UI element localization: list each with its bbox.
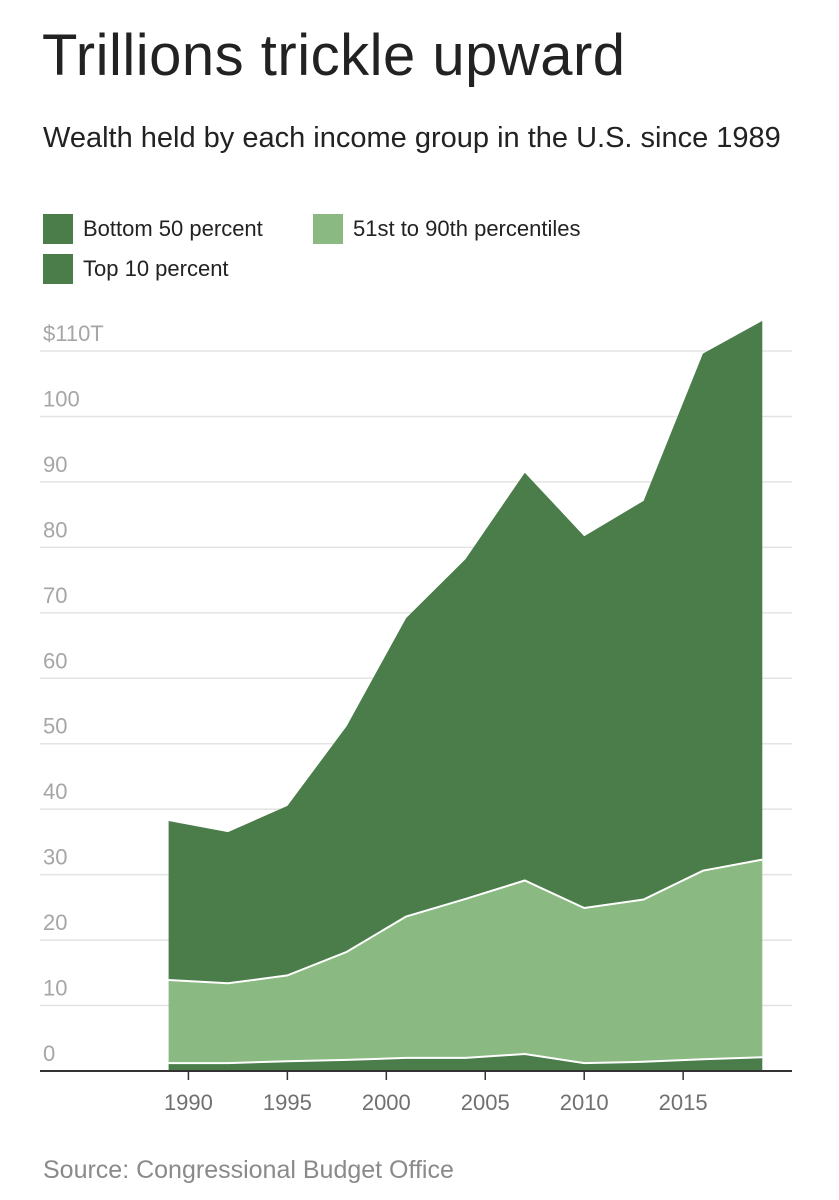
y-tick-label-60: 60	[43, 648, 67, 673]
x-tick-label-2015: 2015	[659, 1090, 708, 1115]
x-tick-label-2005: 2005	[461, 1090, 510, 1115]
x-tick-label-2010: 2010	[560, 1090, 609, 1115]
y-tick-label-30: 30	[43, 845, 67, 870]
x-tick-label-2000: 2000	[362, 1090, 411, 1115]
boundary-line-area-bottom-50	[168, 1052, 763, 1065]
legend-item-bottom-50: Bottom 50 percent	[43, 214, 263, 244]
legend-label-top-10: Top 10 percent	[83, 256, 229, 281]
legend-label-bottom-50: Bottom 50 percent	[83, 216, 263, 241]
boundary-lines	[168, 858, 763, 1065]
y-tick-label-90: 90	[43, 452, 67, 477]
area-51-90	[168, 859, 763, 1064]
x-ticks: 1990 1995 2000 2005 2010 2015	[164, 1071, 708, 1115]
y-tick-label-10: 10	[43, 976, 67, 1001]
legend-swatch-bottom-50	[43, 214, 73, 244]
y-tick-label-50: 50	[43, 714, 67, 739]
legend-swatch-top-10	[43, 254, 73, 284]
area-top-10	[168, 320, 763, 984]
y-tick-label-40: 40	[43, 779, 67, 804]
stacked-area-chart: 0 10 20 30 40 50 60 70 80 90 100 $110T 1990 1995 2000…	[40, 320, 792, 1115]
y-tick-label-70: 70	[43, 583, 67, 608]
y-tick-label-110: $110T	[43, 321, 104, 346]
area-bottom-50	[168, 1054, 763, 1071]
x-tick-label-1990: 1990	[164, 1090, 213, 1115]
y-tick-label-20: 20	[43, 910, 67, 935]
y-tick-label-100: 100	[43, 386, 80, 411]
legend-label-51-90: 51st to 90th percentiles	[353, 216, 581, 241]
y-tick-labels: 0 10 20 30 40 50 60 70 80 90 100 $110T	[43, 321, 104, 1066]
legend-swatch-51-90	[313, 214, 343, 244]
chart-subtitle: Wealth held by each income group in the …	[43, 122, 781, 154]
areas	[168, 320, 763, 1071]
source-note: Source: Congressional Budget Office	[43, 1156, 454, 1184]
chart-title: Trillions trickle upward	[42, 23, 626, 88]
x-tick-label-1995: 1995	[263, 1090, 312, 1115]
boundary-line-area-51-90	[168, 858, 763, 985]
y-tick-label-0: 0	[43, 1041, 55, 1066]
legend-item-51-90: 51st to 90th percentiles	[313, 214, 580, 244]
legend-item-top-10: Top 10 percent	[43, 254, 229, 284]
y-tick-label-80: 80	[43, 517, 67, 542]
